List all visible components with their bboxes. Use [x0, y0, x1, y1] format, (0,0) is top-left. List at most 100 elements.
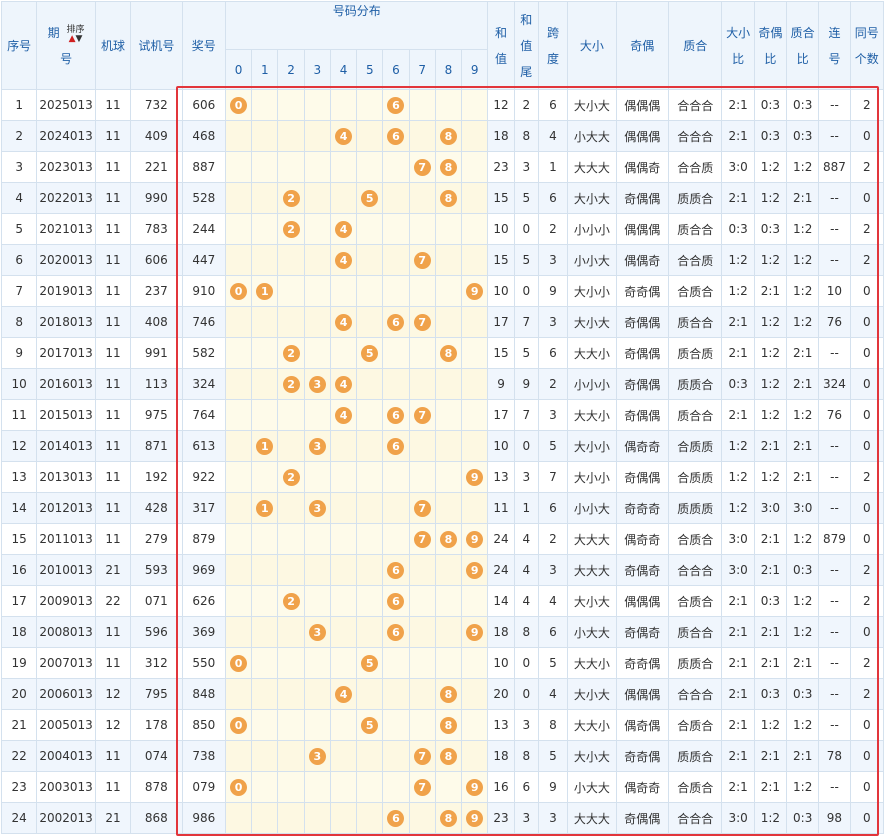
dist-cell-1: [251, 554, 279, 586]
digit-header-9: 9: [461, 49, 489, 90]
cell-size-ratio: 1:2: [721, 430, 755, 462]
cell-prize-number: 986: [181, 802, 226, 834]
number-ball: 4: [335, 127, 353, 145]
dist-cell-0: [224, 213, 253, 245]
table-row: 12 2014013 11 871 613 1 3 6 10 0 5 大小小 偶奇奇 合质质 1:2 2:1 2…: [0, 430, 885, 462]
number-ball: 6: [387, 623, 405, 641]
cell-sum-tail: 3: [513, 151, 539, 183]
cell-index: 12: [0, 430, 38, 462]
dist-cell-2: 2: [277, 337, 305, 369]
dist-cell-6: [382, 771, 410, 803]
number-ball: 0: [230, 282, 248, 300]
cell-consecutive: --: [818, 647, 851, 679]
dist-cell-5: 5: [356, 647, 384, 679]
dist-cell-4: 4: [329, 368, 358, 400]
cell-same-count: 0: [849, 740, 885, 772]
number-ball: 8: [439, 747, 457, 765]
dist-cell-6: 6: [382, 120, 410, 152]
dist-cell-8: [434, 461, 463, 493]
cell-span: 4: [537, 678, 569, 710]
cell-test-number: 192: [130, 461, 183, 493]
sort-down-icon[interactable]: ▼: [75, 33, 83, 44]
cell-sum-tail: 5: [513, 244, 539, 276]
cell-size-ratio: 2:1: [721, 771, 755, 803]
cell-same-count: 2: [849, 461, 885, 493]
cell-prime-pattern: 合质合: [667, 523, 723, 555]
cell-prime-pattern: 质合合: [667, 306, 723, 338]
dist-cell-5: [356, 244, 384, 276]
dist-cell-2: 2: [277, 461, 305, 493]
cell-parity-ratio: 2:1: [753, 616, 788, 648]
dist-cell-8: [434, 244, 463, 276]
cell-prime-pattern: 质合合: [667, 399, 723, 431]
cell-index: 20: [0, 678, 38, 710]
cell-size-pattern: 大小小: [567, 430, 617, 462]
cell-prize-number: 626: [181, 585, 226, 617]
dist-cell-7: [408, 616, 436, 648]
sort-up-icon[interactable]: ▲: [68, 33, 76, 44]
cell-same-count: 2: [849, 554, 885, 586]
dist-cell-0: 0: [224, 771, 253, 803]
dist-cell-0: [224, 554, 253, 586]
dist-cell-0: [224, 461, 253, 493]
dist-cell-5: [356, 368, 384, 400]
dist-cell-3: [303, 182, 331, 214]
cell-test-number: 878: [130, 771, 183, 803]
digit-header-7: 7: [408, 49, 436, 90]
dist-cell-4: 4: [329, 678, 358, 710]
number-ball: 2: [282, 220, 300, 238]
dist-cell-4: [329, 709, 358, 741]
cell-size-pattern: 小小小: [567, 213, 617, 245]
cell-prime-ratio: 0:3: [786, 802, 820, 834]
dist-cell-2: [277, 554, 305, 586]
cell-sum: 23: [487, 802, 515, 834]
cell-sum: 16: [487, 771, 515, 803]
cell-machine: 11: [94, 430, 132, 462]
dist-cell-7: [408, 647, 436, 679]
cell-same-count: 0: [849, 337, 885, 369]
dist-cell-3: [303, 585, 331, 617]
dist-cell-9: [461, 492, 489, 524]
dist-cell-4: [329, 647, 358, 679]
cell-parity-pattern: 奇奇偶: [615, 647, 670, 679]
cell-size-pattern: 大大小: [567, 399, 617, 431]
dist-cell-8: [434, 213, 463, 245]
cell-prime-pattern: 合合合: [667, 802, 723, 834]
cell-prime-pattern: 合合合: [667, 89, 723, 121]
dist-cell-5: [356, 151, 384, 183]
table-row: 9 2017013 11 991 582 2 5 8 15 5 6 大大小 奇偶偶 质合质 2:1 1:2 2:…: [0, 337, 885, 369]
cell-prize-number: 738: [181, 740, 226, 772]
cell-parity-ratio: 1:2: [753, 709, 788, 741]
cell-parity-pattern: 偶偶偶: [615, 120, 670, 152]
dist-cell-6: [382, 647, 410, 679]
sort-label: 排序: [66, 24, 85, 35]
cell-sum-tail: 4: [513, 554, 539, 586]
cell-index: 1: [0, 89, 38, 121]
cell-same-count: 0: [849, 492, 885, 524]
cell-period: 2011013: [36, 523, 96, 555]
col-header-period[interactable]: 期 排序 ▲▼ 号: [36, 1, 96, 90]
number-ball: 8: [439, 127, 457, 145]
cell-size-pattern: 小小大: [567, 492, 617, 524]
sort-control[interactable]: 排序 ▲▼: [66, 24, 85, 44]
cell-sum: 15: [487, 337, 515, 369]
digit-header-4: 4: [329, 49, 358, 90]
cell-period: 2002013: [36, 802, 96, 834]
cell-sum-tail: 8: [513, 120, 539, 152]
dist-cell-7: [408, 585, 436, 617]
dist-cell-1: 1: [251, 430, 279, 462]
cell-size-ratio: 1:2: [721, 492, 755, 524]
dist-cell-6: [382, 368, 410, 400]
cell-test-number: 991: [130, 337, 183, 369]
cell-consecutive: --: [818, 120, 851, 152]
table-row: 7 2019013 11 237 910 0 1 9 10 0 9 大小小 奇奇偶 合质合 1:2 2:1 1:…: [0, 275, 885, 307]
dist-cell-0: 0: [224, 709, 253, 741]
digit-header-0: 0: [224, 49, 253, 90]
number-ball: 6: [387, 809, 405, 827]
digit-header-1: 1: [251, 49, 279, 90]
cell-sum-tail: 3: [513, 461, 539, 493]
dist-cell-0: [224, 182, 253, 214]
cell-parity-ratio: 2:1: [753, 523, 788, 555]
digit-header-6: 6: [382, 49, 410, 90]
